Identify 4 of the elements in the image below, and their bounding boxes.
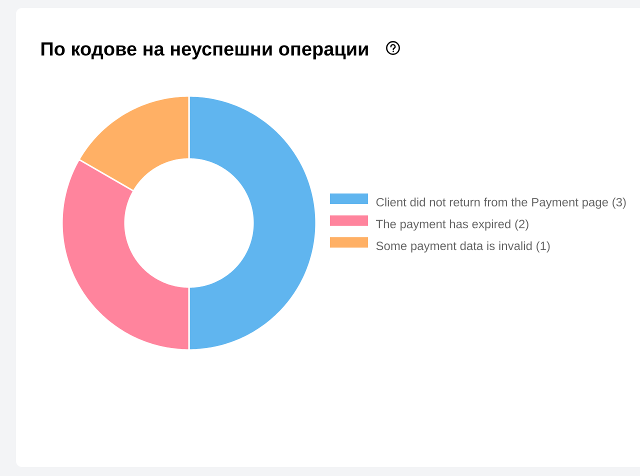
legend-label: Some payment data is invalid (1) xyxy=(376,241,550,253)
legend-label: Client did not return from the Payment page (3) xyxy=(376,198,626,209)
legend-label: The payment has expired (2) xyxy=(376,219,528,231)
chart-title: По кодове на неуспешни операции xyxy=(41,42,368,60)
